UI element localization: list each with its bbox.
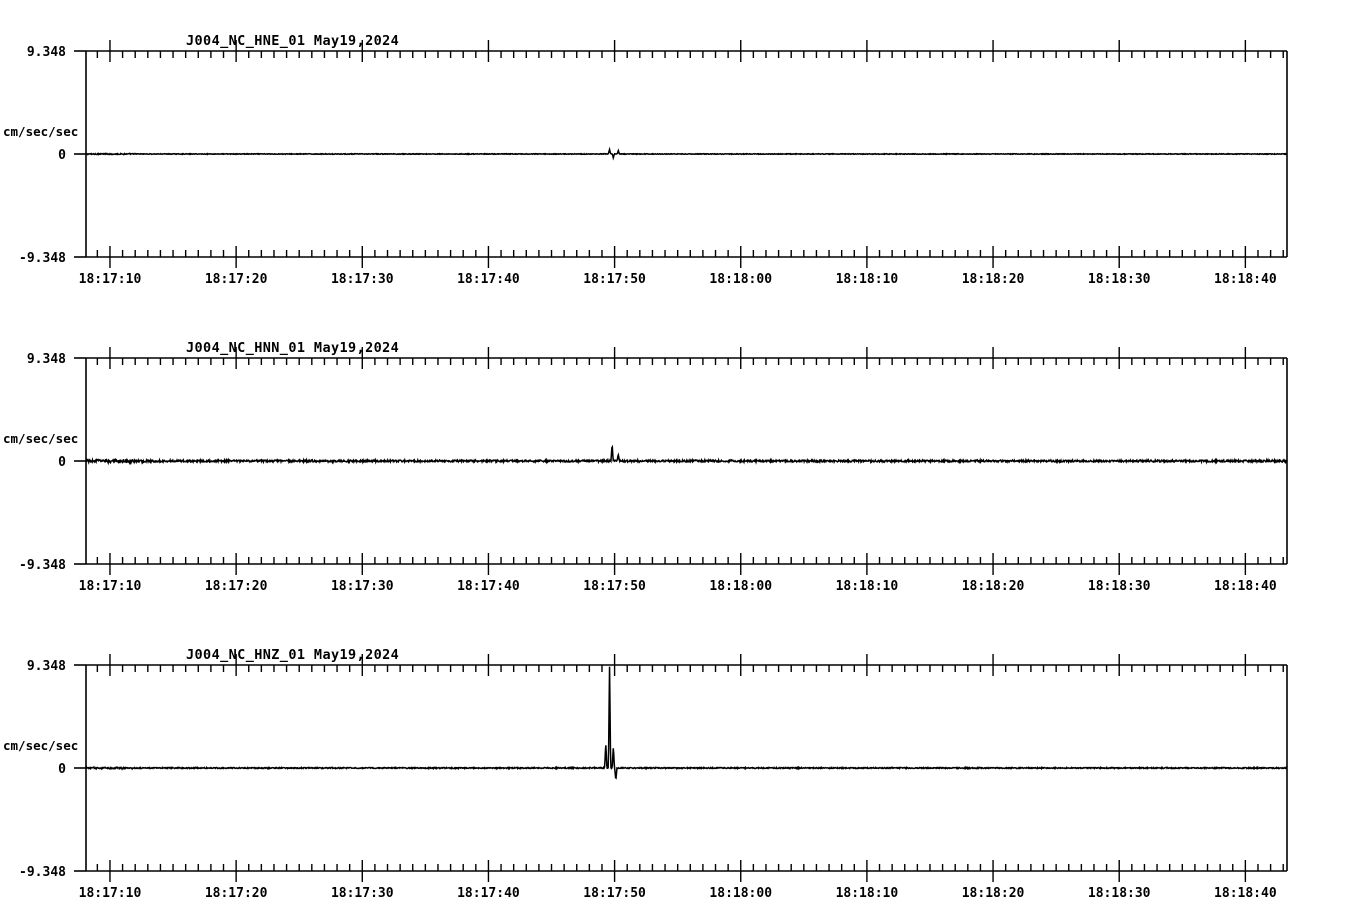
y-tick-label-min: -9.348 [19, 558, 66, 573]
y-axis-ticks [74, 50, 86, 258]
x-tick-label: 18:18:20 [962, 272, 1025, 287]
x-tick-label: 18:17:30 [331, 272, 394, 287]
x-tick-label: 18:18:20 [962, 886, 1025, 901]
x-tick-label: 18:18:30 [1088, 272, 1151, 287]
y-tick-label-max: 9.348 [27, 659, 66, 674]
x-tick-label: 18:17:40 [457, 272, 520, 287]
x-tick-label: 18:18:30 [1088, 886, 1151, 901]
y-axis-unit-label: cm/sec/sec [3, 431, 78, 446]
x-tick-label: 18:18:10 [836, 886, 899, 901]
x-tick-label: 18:17:40 [457, 579, 520, 594]
x-tick-label: 18:17:20 [205, 579, 268, 594]
x-tick-label: 18:17:50 [583, 272, 646, 287]
x-tick-label: 18:17:50 [583, 886, 646, 901]
y-tick-label-max: 9.348 [27, 45, 66, 60]
plot-frame [85, 357, 1288, 565]
y-tick-label-max: 9.348 [27, 352, 66, 367]
x-tick-label: 18:17:30 [331, 579, 394, 594]
panel-title: J004_NC_HNN_01 May19,2024 [186, 340, 399, 356]
x-tick-label: 18:18:40 [1214, 886, 1277, 901]
y-tick-label-zero: 0 [58, 762, 66, 777]
x-tick-label: 18:17:20 [205, 272, 268, 287]
panel-title: J004_NC_HNZ_01 May19,2024 [186, 647, 399, 663]
plot-frame [85, 50, 1288, 258]
x-tick-label: 18:17:30 [331, 886, 394, 901]
waveform-trace [85, 146, 1288, 161]
x-tick-label: 18:17:10 [79, 579, 142, 594]
panel-title: J004_NC_HNE_01 May19,2024 [186, 33, 399, 49]
y-axis-ticks [74, 664, 86, 872]
waveform-trace [85, 666, 1288, 780]
x-tick-label: 18:17:50 [583, 579, 646, 594]
x-tick-label: 18:17:10 [79, 886, 142, 901]
waveform-trace [85, 444, 1288, 466]
y-tick-label-zero: 0 [58, 148, 66, 163]
x-tick-label: 18:18:10 [836, 579, 899, 594]
x-tick-label: 18:18:10 [836, 272, 899, 287]
x-tick-label: 18:18:00 [709, 886, 772, 901]
x-tick-label: 18:18:00 [709, 579, 772, 594]
y-axis-ticks [74, 357, 86, 565]
plot-frame [85, 664, 1288, 872]
axis-ticks [96, 654, 1284, 882]
x-tick-label: 18:18:40 [1214, 272, 1277, 287]
y-tick-label-min: -9.348 [19, 251, 66, 266]
x-tick-label: 18:17:20 [205, 886, 268, 901]
axis-ticks [96, 347, 1284, 575]
y-axis-unit-label: cm/sec/sec [3, 124, 78, 139]
x-tick-label: 18:18:20 [962, 579, 1025, 594]
x-tick-label: 18:18:30 [1088, 579, 1151, 594]
x-tick-label: 18:17:40 [457, 886, 520, 901]
axis-ticks [96, 40, 1284, 268]
x-tick-label: 18:18:40 [1214, 579, 1277, 594]
y-axis-unit-label: cm/sec/sec [3, 738, 78, 753]
x-tick-label: 18:18:00 [709, 272, 772, 287]
y-tick-label-min: -9.348 [19, 865, 66, 880]
y-tick-label-zero: 0 [58, 455, 66, 470]
x-tick-label: 18:17:10 [79, 272, 142, 287]
